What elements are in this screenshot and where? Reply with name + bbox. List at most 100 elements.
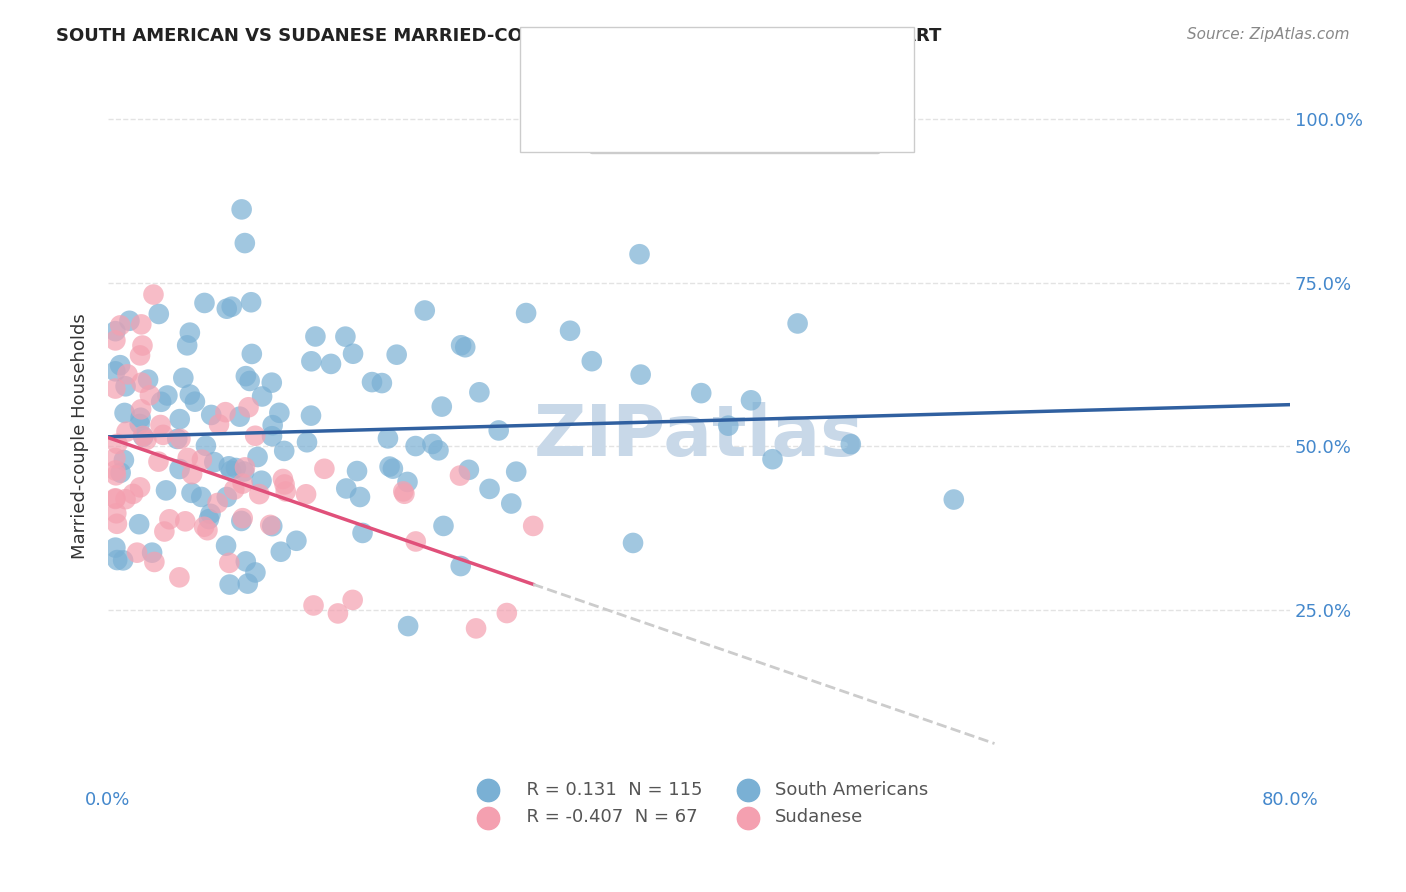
Point bbox=[260, 376, 283, 390]
Point bbox=[346, 464, 368, 478]
Point bbox=[176, 338, 198, 352]
Point bbox=[270, 545, 292, 559]
Point bbox=[299, 409, 322, 423]
Point bbox=[207, 496, 229, 510]
Point bbox=[104, 364, 127, 378]
Point bbox=[104, 463, 127, 477]
Point bbox=[104, 324, 127, 338]
Point bbox=[942, 492, 965, 507]
Point bbox=[245, 566, 267, 580]
Point bbox=[232, 476, 254, 491]
Point bbox=[104, 382, 127, 396]
Point bbox=[405, 534, 427, 549]
Point bbox=[385, 348, 408, 362]
Point bbox=[457, 463, 479, 477]
Point bbox=[581, 354, 603, 368]
Point bbox=[181, 467, 204, 481]
Point bbox=[522, 519, 544, 533]
Point bbox=[218, 577, 240, 591]
Point bbox=[114, 492, 136, 507]
Point bbox=[246, 450, 269, 464]
Point bbox=[558, 324, 581, 338]
Point bbox=[352, 525, 374, 540]
Point bbox=[148, 455, 170, 469]
Point bbox=[104, 450, 127, 465]
Point bbox=[468, 385, 491, 400]
Point bbox=[142, 287, 165, 301]
Point bbox=[235, 369, 257, 384]
Point bbox=[169, 412, 191, 426]
Point bbox=[221, 300, 243, 314]
Point bbox=[214, 405, 236, 419]
Point bbox=[129, 348, 152, 362]
Point bbox=[361, 375, 384, 389]
Point bbox=[299, 354, 322, 368]
Point bbox=[690, 386, 713, 401]
Point bbox=[422, 437, 444, 451]
Point bbox=[295, 435, 318, 450]
Point bbox=[432, 519, 454, 533]
Point bbox=[260, 429, 283, 443]
Point bbox=[430, 400, 453, 414]
Point bbox=[240, 347, 263, 361]
Point bbox=[190, 490, 212, 504]
Point bbox=[229, 409, 252, 424]
Point bbox=[135, 433, 157, 447]
Point bbox=[172, 371, 194, 385]
Point bbox=[104, 491, 127, 506]
Point bbox=[177, 450, 200, 465]
Point bbox=[233, 460, 256, 475]
Point bbox=[247, 487, 270, 501]
Point bbox=[371, 376, 394, 390]
Point bbox=[104, 541, 127, 555]
Point bbox=[274, 484, 297, 499]
Point bbox=[114, 406, 136, 420]
Point bbox=[155, 483, 177, 498]
Point bbox=[427, 443, 450, 458]
Point bbox=[515, 306, 537, 320]
Point bbox=[139, 388, 162, 402]
Point bbox=[115, 425, 138, 439]
Legend:   R = 0.131  N = 115,   R = -0.407  N = 67, South Americans, Sudanese: R = 0.131 N = 115, R = -0.407 N = 67, So… bbox=[463, 774, 935, 833]
Point bbox=[198, 512, 221, 526]
Point bbox=[465, 621, 488, 635]
Point bbox=[488, 424, 510, 438]
Point bbox=[396, 619, 419, 633]
Point bbox=[105, 437, 128, 451]
Point bbox=[108, 358, 131, 372]
Point bbox=[166, 432, 188, 446]
Point bbox=[180, 486, 202, 500]
Point bbox=[132, 430, 155, 444]
Point bbox=[501, 496, 523, 510]
Point bbox=[191, 452, 214, 467]
Point bbox=[269, 406, 291, 420]
Point bbox=[215, 490, 238, 504]
Point bbox=[262, 519, 284, 533]
Point bbox=[110, 318, 132, 333]
Point bbox=[193, 520, 215, 534]
Point bbox=[118, 314, 141, 328]
Point bbox=[136, 373, 159, 387]
Point bbox=[239, 374, 262, 388]
Point bbox=[184, 394, 207, 409]
Point bbox=[478, 482, 501, 496]
Point bbox=[219, 464, 242, 478]
Point bbox=[235, 554, 257, 568]
Point bbox=[208, 417, 231, 432]
Point bbox=[143, 555, 166, 569]
Point bbox=[319, 357, 342, 371]
Point bbox=[231, 514, 253, 528]
Point bbox=[250, 389, 273, 403]
Point bbox=[150, 394, 173, 409]
Point bbox=[224, 483, 246, 497]
Point bbox=[128, 417, 150, 431]
Point bbox=[505, 465, 527, 479]
Point bbox=[394, 487, 416, 501]
Point bbox=[169, 432, 191, 446]
Point bbox=[786, 317, 808, 331]
Point bbox=[377, 431, 399, 445]
Point bbox=[148, 307, 170, 321]
Point bbox=[349, 490, 371, 504]
Point bbox=[114, 379, 136, 393]
Point bbox=[131, 338, 153, 352]
